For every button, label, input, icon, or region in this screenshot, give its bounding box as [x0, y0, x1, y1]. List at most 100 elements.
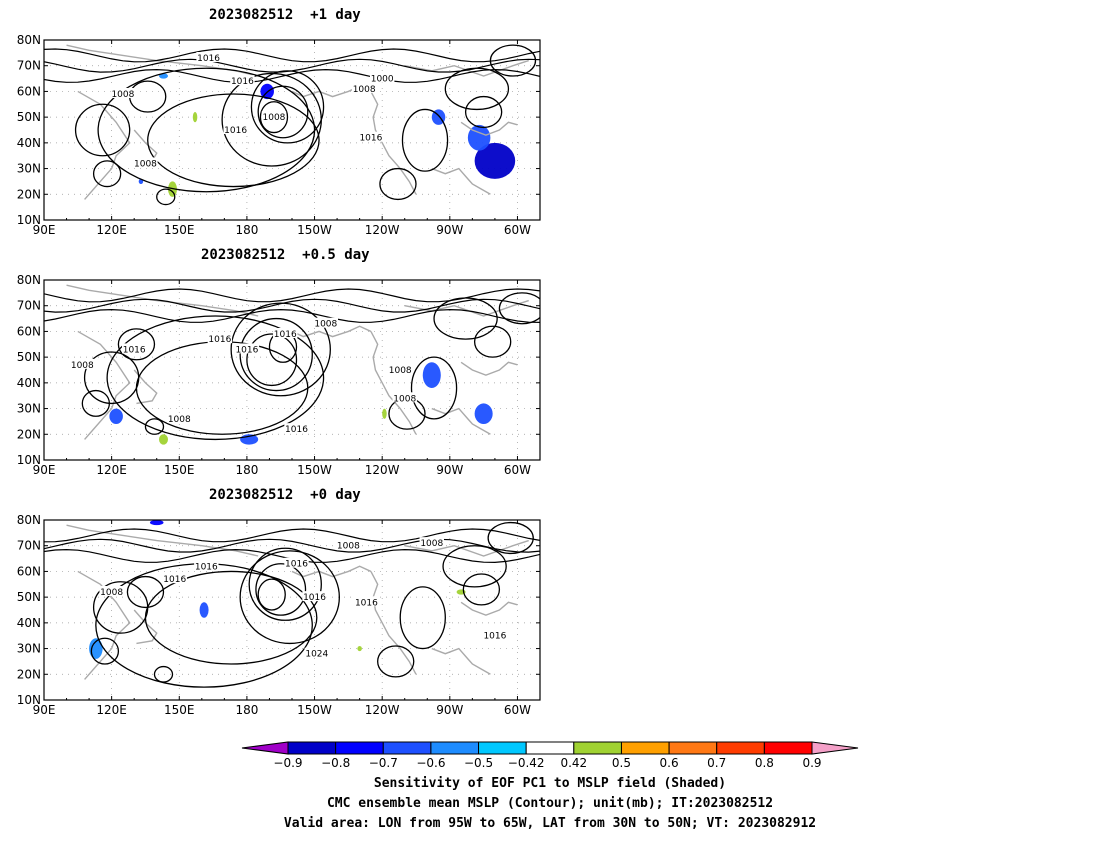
colorbar-lower-extension — [241, 741, 289, 755]
mslp-contour — [410, 356, 458, 420]
contour-label: 1008 — [393, 394, 416, 404]
contour-label: 1008 — [134, 159, 157, 169]
panel-1-title: 2023082512 +1 day — [209, 7, 361, 23]
mslp-contour — [401, 108, 449, 172]
contour-label: 1000 — [371, 75, 394, 85]
coastline — [66, 524, 259, 557]
mslp-contour — [135, 341, 309, 435]
contour-label: 1016 — [197, 54, 220, 64]
mslp-contour — [81, 389, 111, 417]
coastline — [431, 167, 491, 195]
map-panel-2: 1008 1016 1016 1008 1016 1016 1008 1008 1008 1016… — [17, 273, 541, 477]
contour-label: 1016 — [235, 345, 258, 355]
mslp-contour — [239, 550, 340, 645]
contour-label: 1016 — [483, 632, 506, 642]
positive-sensitivity-patch — [158, 434, 168, 445]
contour-label: 1016 — [285, 425, 308, 435]
mslp-contour — [399, 586, 446, 650]
coastline — [291, 325, 372, 338]
lon-tick-label: 120E — [96, 223, 127, 237]
mslp-contour — [44, 528, 540, 543]
lon-tick-label: 150E — [164, 463, 195, 477]
lon-tick-label: 150E — [164, 223, 195, 237]
lon-tick-label: 150W — [297, 703, 332, 717]
lat-tick-label: 20N — [17, 667, 41, 681]
mslp-contour — [92, 160, 122, 188]
contour-label: 1008 — [111, 90, 134, 100]
coastline — [77, 90, 131, 200]
colorbar-tick-label: 0.5 — [612, 756, 631, 770]
lon-tick-label: 60W — [504, 463, 531, 477]
lat-tick-label: 50N — [17, 110, 41, 124]
lon-tick-label: 150W — [297, 223, 332, 237]
colorbar-tick-label: −0.6 — [416, 756, 445, 770]
lon-tick-label: 150W — [297, 463, 332, 477]
positive-sensitivity-patch — [192, 112, 198, 123]
mslp-contour — [257, 578, 286, 611]
coastline — [460, 121, 518, 136]
coastline — [66, 284, 259, 317]
lon-tick-label: 90E — [33, 703, 56, 717]
mslp-contour — [379, 167, 417, 201]
colorbar-tick-label: −0.7 — [369, 756, 398, 770]
lat-tick-label: 50N — [17, 590, 41, 604]
panel-3-title: 2023082512 +0 day — [209, 487, 361, 503]
mslp-contour — [44, 58, 540, 73]
coastline — [404, 299, 529, 317]
contour-label: 1016 — [303, 593, 326, 603]
lat-tick-label: 20N — [17, 427, 41, 441]
colorbar-swatch — [573, 741, 622, 755]
panel-2-title: 2023082512 +0.5 day — [201, 247, 370, 263]
coastline — [431, 647, 491, 675]
colorbar-tick-label: 0.9 — [802, 756, 821, 770]
contour-label: 1008 — [353, 85, 376, 95]
negative-sensitivity-patch — [158, 73, 168, 79]
coastline — [370, 571, 417, 675]
contour-label: 1024 — [305, 650, 328, 660]
colorbar-swatch — [478, 741, 527, 755]
contour-label: 1008 — [71, 361, 94, 371]
mslp-contour — [44, 298, 540, 313]
lon-tick-label: 120E — [96, 703, 127, 717]
lat-tick-label: 60N — [17, 84, 41, 98]
mslp-contour — [147, 93, 320, 188]
lat-tick-label: 60N — [17, 564, 41, 578]
mslp-contour — [246, 333, 298, 387]
mslp-contour — [156, 188, 176, 206]
lat-tick-label: 40N — [17, 136, 41, 150]
coastline — [404, 59, 529, 77]
colorbar-tick-label: −0.8 — [321, 756, 350, 770]
contour-label: 1008 — [100, 588, 123, 598]
lat-tick-label: 70N — [17, 299, 41, 313]
negative-sensitivity-patch — [199, 602, 209, 618]
lat-tick-label: 50N — [17, 350, 41, 364]
lon-tick-label: 60W — [504, 223, 531, 237]
mslp-contour — [487, 521, 534, 555]
contour-label: 1016 — [231, 77, 254, 87]
lon-tick-label: 120E — [96, 463, 127, 477]
lon-tick-label: 90E — [33, 223, 56, 237]
colorbar-swatch — [430, 741, 480, 755]
caption-line-3: Valid area: LON from 95W to 65W, LAT fro… — [283, 816, 817, 831]
mslp-contour — [44, 288, 540, 303]
colorbar-tick-label: −0.5 — [464, 756, 493, 770]
coastline — [133, 609, 158, 645]
coastline — [133, 369, 158, 405]
negative-sensitivity-patch — [467, 124, 491, 151]
mslp-contour — [498, 292, 540, 325]
lat-tick-label: 10N — [17, 213, 41, 227]
lon-tick-label: 90W — [436, 703, 463, 717]
lon-tick-label: 90W — [436, 463, 463, 477]
map-frame — [43, 39, 541, 221]
negative-sensitivity-patch — [89, 638, 103, 659]
negative-sensitivity-patch — [474, 142, 516, 179]
lon-tick-label: 90W — [436, 223, 463, 237]
positive-sensitivity-patch — [382, 408, 387, 419]
mslp-contour — [44, 68, 540, 83]
coastline — [404, 539, 529, 557]
mslp-contour — [442, 545, 507, 588]
map-panel-3: 1016 1008 1016 1016 1008 1016 1016 1024 1016 1008… — [17, 513, 541, 717]
positive-sensitivity-patch — [357, 646, 362, 652]
coastline — [431, 407, 491, 435]
